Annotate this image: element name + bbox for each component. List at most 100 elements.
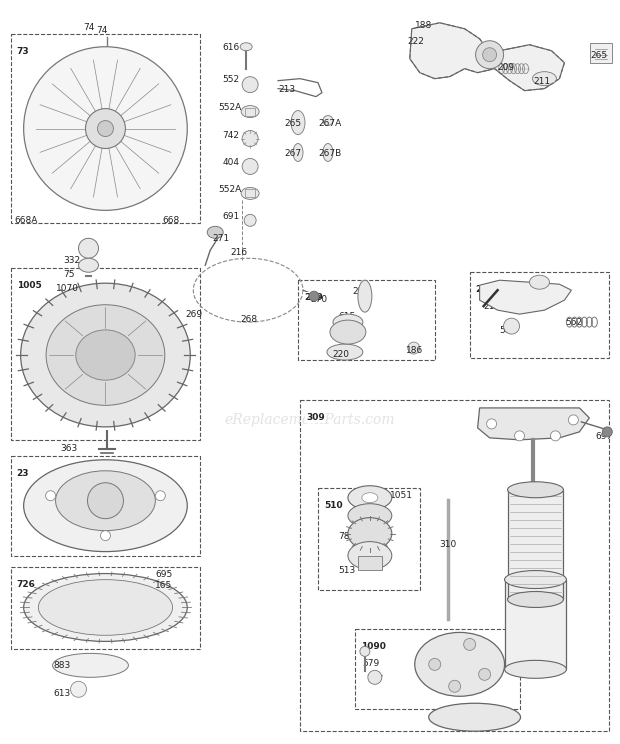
- Bar: [355, 629, 520, 709]
- Text: 801: 801: [528, 418, 545, 427]
- Text: 552A: 552A: [218, 185, 241, 194]
- Bar: [300, 400, 609, 731]
- Ellipse shape: [293, 144, 303, 161]
- Ellipse shape: [24, 574, 187, 641]
- Bar: [469, 272, 609, 358]
- Text: 513: 513: [338, 565, 355, 574]
- Ellipse shape: [348, 518, 392, 550]
- Bar: [505, 580, 567, 670]
- Text: 23: 23: [17, 469, 29, 478]
- Text: eReplacementParts.com: eReplacementParts.com: [224, 413, 396, 427]
- Ellipse shape: [97, 121, 113, 137]
- Text: 552: 552: [222, 74, 239, 83]
- Text: 404: 404: [222, 158, 239, 167]
- Text: 691: 691: [222, 212, 239, 222]
- Text: 265: 265: [590, 51, 608, 60]
- Text: 1070: 1070: [56, 284, 79, 293]
- Ellipse shape: [327, 344, 363, 360]
- Text: 562: 562: [565, 318, 583, 327]
- Ellipse shape: [415, 632, 505, 696]
- Ellipse shape: [603, 427, 613, 437]
- Ellipse shape: [505, 571, 567, 589]
- Ellipse shape: [242, 130, 258, 147]
- Ellipse shape: [429, 703, 521, 731]
- Text: 270: 270: [310, 295, 327, 304]
- Text: 216: 216: [230, 248, 247, 257]
- Ellipse shape: [24, 47, 187, 211]
- Text: 221: 221: [352, 287, 369, 296]
- Ellipse shape: [242, 77, 258, 92]
- Ellipse shape: [333, 314, 363, 330]
- Text: 797: 797: [366, 676, 383, 684]
- Text: 668: 668: [162, 217, 180, 225]
- Text: 363: 363: [61, 444, 78, 453]
- Bar: [11, 269, 200, 440]
- Text: 186: 186: [405, 346, 423, 355]
- Bar: [11, 567, 200, 650]
- Ellipse shape: [242, 158, 258, 174]
- Ellipse shape: [87, 483, 123, 519]
- Ellipse shape: [20, 283, 190, 427]
- Ellipse shape: [368, 670, 382, 684]
- Polygon shape: [480, 280, 572, 314]
- Text: 552A: 552A: [218, 103, 241, 112]
- Ellipse shape: [241, 106, 259, 118]
- Text: 510: 510: [324, 501, 343, 510]
- Ellipse shape: [508, 482, 564, 498]
- Polygon shape: [410, 23, 564, 91]
- Text: 311: 311: [452, 633, 469, 642]
- Ellipse shape: [408, 342, 420, 354]
- Ellipse shape: [515, 431, 525, 441]
- Ellipse shape: [330, 320, 366, 344]
- Ellipse shape: [449, 680, 461, 692]
- Text: 74: 74: [84, 23, 95, 32]
- Text: 579: 579: [362, 659, 379, 668]
- Text: 267B: 267B: [318, 149, 341, 158]
- Ellipse shape: [56, 471, 156, 530]
- Text: 783: 783: [338, 532, 355, 541]
- Ellipse shape: [46, 491, 56, 501]
- Ellipse shape: [508, 591, 564, 607]
- Text: 505: 505: [500, 326, 517, 335]
- Text: 188: 188: [415, 21, 432, 30]
- Ellipse shape: [505, 661, 567, 679]
- Ellipse shape: [53, 653, 128, 677]
- Bar: [318, 488, 420, 589]
- Text: 74: 74: [95, 26, 107, 35]
- Bar: [298, 280, 435, 360]
- Ellipse shape: [358, 280, 372, 312]
- Bar: [11, 33, 200, 223]
- Ellipse shape: [348, 542, 392, 570]
- Ellipse shape: [291, 111, 305, 135]
- Bar: [245, 190, 255, 197]
- Text: 75: 75: [64, 270, 75, 279]
- Text: 726: 726: [17, 580, 35, 589]
- Ellipse shape: [429, 658, 441, 670]
- Text: 73: 73: [17, 47, 29, 56]
- Text: 695: 695: [156, 570, 172, 579]
- Ellipse shape: [362, 493, 378, 503]
- Text: 219: 219: [304, 293, 323, 302]
- Bar: [11, 456, 200, 556]
- Text: 332: 332: [64, 256, 81, 266]
- Ellipse shape: [76, 330, 135, 380]
- Ellipse shape: [482, 48, 497, 62]
- Ellipse shape: [360, 647, 370, 656]
- Text: 742: 742: [222, 130, 239, 140]
- Ellipse shape: [38, 580, 172, 635]
- Text: 309: 309: [306, 413, 325, 422]
- Text: 265: 265: [284, 118, 301, 127]
- Ellipse shape: [503, 318, 520, 334]
- Text: 613: 613: [53, 689, 71, 699]
- Text: 271: 271: [212, 234, 229, 243]
- Text: 310: 310: [440, 539, 457, 548]
- Text: 212: 212: [484, 302, 500, 311]
- Text: 209: 209: [498, 62, 515, 71]
- Ellipse shape: [24, 460, 187, 551]
- Ellipse shape: [476, 41, 503, 68]
- Bar: [358, 556, 382, 570]
- Text: 267A: 267A: [318, 118, 341, 127]
- Ellipse shape: [348, 486, 392, 510]
- Ellipse shape: [100, 530, 110, 541]
- Ellipse shape: [529, 275, 549, 289]
